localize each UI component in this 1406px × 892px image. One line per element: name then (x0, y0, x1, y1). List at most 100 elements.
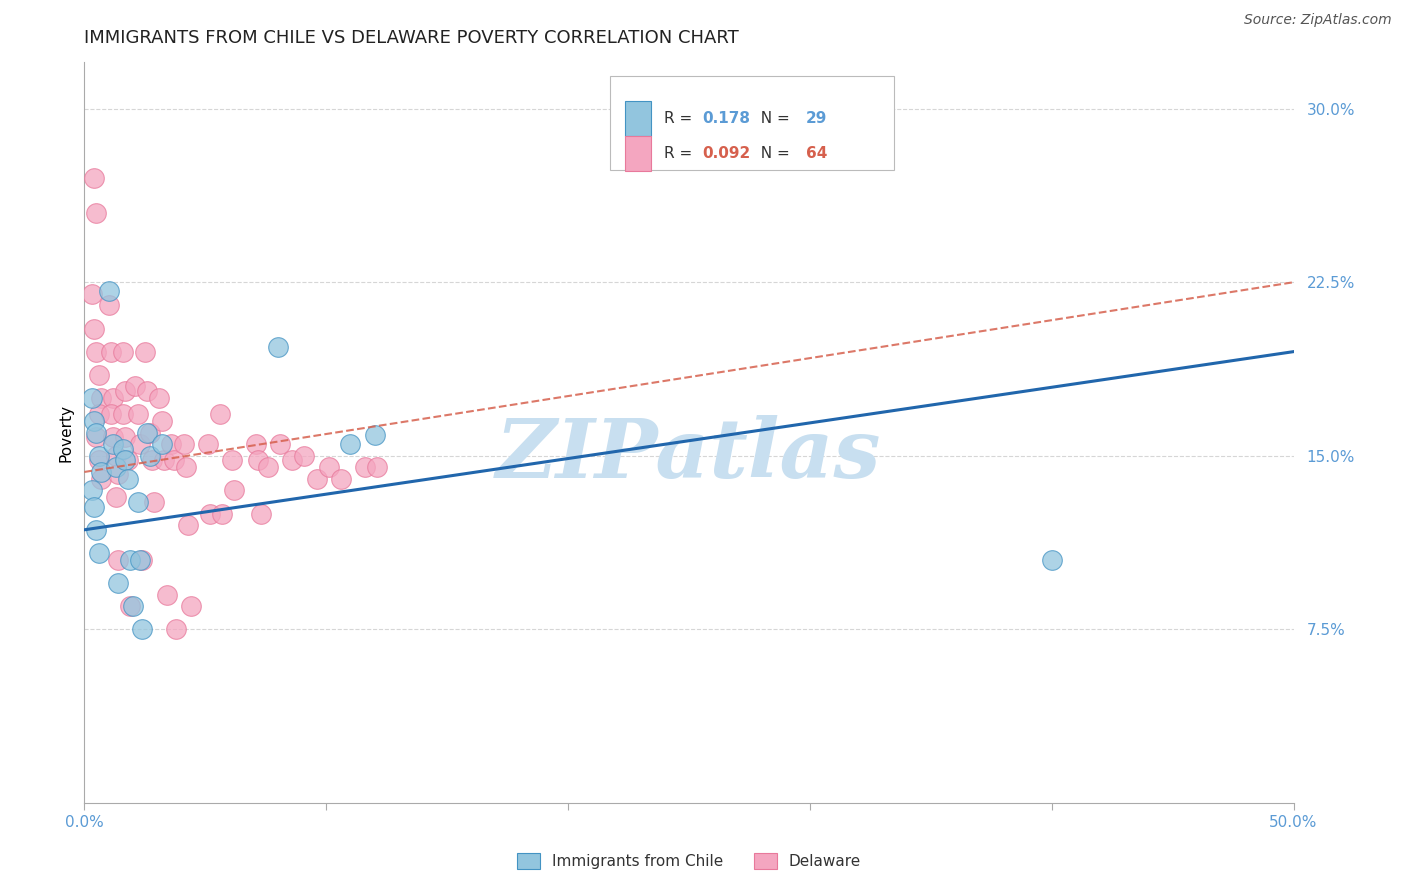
Point (339, 437, 361, 451)
FancyBboxPatch shape (624, 101, 651, 136)
Y-axis label: Poverty: Poverty (58, 403, 73, 462)
Point (250, 507, 273, 521)
Point (148, 391, 170, 405)
Point (103, 430, 125, 444)
Text: N =: N = (751, 112, 794, 126)
Text: 29: 29 (806, 112, 828, 126)
Text: R =: R = (664, 146, 696, 161)
Text: R =: R = (664, 112, 696, 126)
Point (257, 460, 280, 475)
Point (100, 407, 122, 421)
Point (83, 500, 105, 514)
Point (131, 622, 153, 636)
Point (143, 495, 166, 509)
Point (97, 298, 120, 312)
Point (104, 449, 127, 463)
Point (141, 453, 163, 467)
Point (329, 472, 352, 486)
Point (150, 414, 173, 428)
Point (150, 437, 173, 451)
Point (86, 206, 108, 220)
Point (112, 407, 135, 421)
Point (197, 437, 219, 451)
Point (245, 437, 267, 451)
Point (294, 449, 316, 463)
Point (112, 442, 135, 456)
Point (103, 437, 125, 451)
Text: Source: ZipAtlas.com: Source: ZipAtlas.com (1244, 13, 1392, 28)
Point (112, 344, 135, 359)
Point (80, 483, 103, 498)
Point (80, 391, 103, 405)
Point (97, 285, 120, 299)
Point (354, 460, 377, 475)
Text: ZIPatlas: ZIPatlas (496, 415, 882, 495)
Point (129, 553, 152, 567)
Point (114, 453, 136, 467)
Point (83, 171, 105, 186)
Text: 0.092: 0.092 (702, 146, 751, 161)
Point (318, 460, 340, 475)
Point (86, 425, 108, 440)
Point (269, 437, 291, 451)
Point (100, 344, 122, 359)
Point (165, 622, 187, 636)
Point (107, 553, 129, 567)
Point (267, 340, 290, 354)
Point (630, 113, 652, 128)
Point (90, 391, 112, 405)
Point (114, 384, 136, 398)
Point (138, 449, 160, 463)
Point (208, 407, 231, 421)
Point (104, 491, 127, 505)
Point (198, 507, 221, 521)
Point (211, 507, 233, 521)
Point (117, 472, 139, 486)
Point (247, 453, 270, 467)
Point (366, 460, 388, 475)
Point (117, 453, 139, 467)
Point (107, 467, 129, 482)
Point (104, 460, 127, 475)
Point (305, 472, 328, 486)
Point (120, 599, 142, 614)
Text: 64: 64 (806, 146, 828, 161)
Point (177, 518, 200, 533)
Point (136, 384, 159, 398)
Point (221, 453, 243, 467)
Point (86, 523, 108, 537)
Text: IMMIGRANTS FROM CHILE VS DELAWARE POVERTY CORRELATION CHART: IMMIGRANTS FROM CHILE VS DELAWARE POVERT… (84, 29, 740, 47)
Point (180, 599, 202, 614)
Point (129, 437, 152, 451)
Point (86, 344, 108, 359)
Point (127, 407, 149, 421)
FancyBboxPatch shape (624, 136, 651, 171)
Text: 0.178: 0.178 (702, 112, 751, 126)
Point (87, 368, 110, 382)
Point (83, 414, 105, 428)
Point (83, 321, 105, 335)
Point (160, 437, 183, 451)
Point (103, 391, 125, 405)
Point (90, 465, 112, 479)
Text: N =: N = (751, 146, 794, 161)
Point (87, 453, 110, 467)
Point (134, 344, 156, 359)
Point (87, 546, 110, 560)
Point (224, 483, 246, 498)
Point (120, 553, 142, 567)
Point (131, 553, 153, 567)
Point (107, 576, 129, 591)
Point (174, 460, 197, 475)
Point (80, 286, 103, 301)
Point (90, 472, 112, 486)
Point (1040, 553, 1063, 567)
Point (136, 425, 159, 440)
Point (138, 425, 160, 440)
Point (155, 588, 177, 602)
Point (163, 453, 186, 467)
Point (87, 449, 110, 463)
Point (127, 495, 149, 509)
Point (87, 407, 110, 421)
Point (124, 379, 146, 393)
